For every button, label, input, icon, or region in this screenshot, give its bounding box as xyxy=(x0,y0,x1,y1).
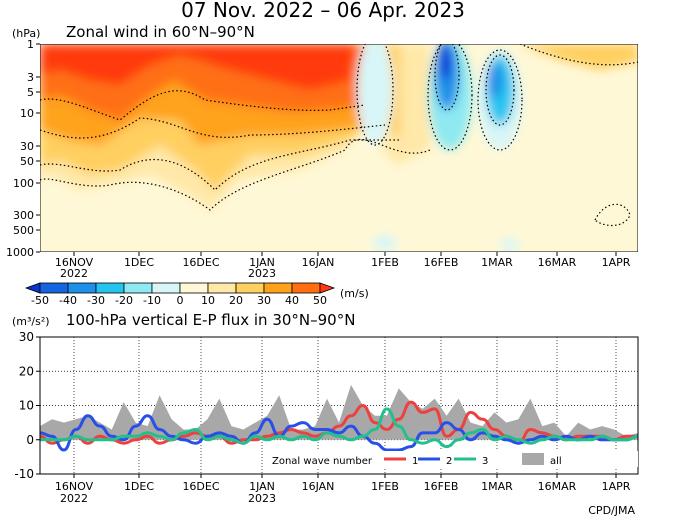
colorbar-unit: (m/s) xyxy=(340,287,369,300)
bottom-x-tick-label: 1DEC xyxy=(124,480,154,493)
bottom-y-tick-label: 0 xyxy=(26,433,34,447)
bottom-x-tick-label: 1APR xyxy=(602,480,631,493)
bottom-y-tick-label: -10 xyxy=(14,467,34,481)
series-line-wave-2 xyxy=(40,414,638,452)
colorbar-swatch xyxy=(123,282,153,294)
top-panel-title: Zonal wind in 60°N–90°N xyxy=(66,23,255,41)
bottom-panel-axes: 30 20 10 0 -10 16NOV 1DEC 16DEC 1JAN 16JAN 1FEB 16F… xyxy=(14,330,630,505)
colorbar-swatch xyxy=(95,282,125,294)
top-y-tick-label: 1000 xyxy=(6,246,34,259)
colorbar-label: 30 xyxy=(257,294,271,307)
colorbar-swatch xyxy=(235,282,265,294)
colorbar-label: 0 xyxy=(177,294,184,307)
top-y-tick-label: 30 xyxy=(20,140,34,153)
top-y-tick-label: 500 xyxy=(13,224,34,237)
top-y-tick-label: 5 xyxy=(27,86,34,99)
figure-title: 07 Nov. 2022 – 06 Apr. 2023 xyxy=(181,0,465,22)
chart-legend: Zonal wave number 1 2 3 all xyxy=(268,451,638,467)
bottom-y-tick-label: 10 xyxy=(19,399,34,413)
bottom-x-tick-label: 16NOV xyxy=(55,480,94,493)
legend-label-wave-2: 2 xyxy=(446,456,452,467)
bottom-x-tick-label: 16FEB xyxy=(424,480,459,493)
legend-label-wave-1: 1 xyxy=(412,456,418,467)
legend-label-wave-3: 3 xyxy=(482,456,488,467)
colorbar-label: -30 xyxy=(87,294,105,307)
top-x-tick-label: 16NOV xyxy=(55,256,94,269)
top-x-tick-label: 16JAN xyxy=(302,256,335,269)
colorbar-label: 20 xyxy=(229,294,243,307)
colorbar-label: 40 xyxy=(285,294,299,307)
bottom-x-tick-label: 1MAR xyxy=(481,480,513,493)
bottom-y-tick-label: 30 xyxy=(19,330,34,344)
top-year-label: 2022 xyxy=(60,267,88,280)
bottom-x-tick-label: 16DEC xyxy=(182,480,219,493)
colorbar-swatch xyxy=(291,282,321,294)
top-x-tick-label: 16MAR xyxy=(538,256,577,269)
colorbar-swatch xyxy=(319,282,336,294)
colorbar-swatch xyxy=(67,282,97,294)
top-x-tick-label: 16DEC xyxy=(182,256,219,269)
colorbar-label: 10 xyxy=(201,294,215,307)
top-panel-axes: 1 3 5 10 30 50 100 300 500 1000 16NOV 1DEC 16DEC 1JAN… xyxy=(6,38,631,280)
top-x-tick-label: 16FEB xyxy=(424,256,459,269)
series-line-wave-1 xyxy=(40,400,638,445)
footer-credit: CPD/JMA xyxy=(588,504,635,517)
top-year-label: 2023 xyxy=(248,267,276,280)
legend-swatch-all xyxy=(522,453,544,465)
colorbar-swatch xyxy=(24,282,41,294)
bottom-year-label: 2022 xyxy=(60,492,88,505)
colorbar-swatch xyxy=(39,282,69,294)
bottom-x-tick-label: 16MAR xyxy=(538,480,577,493)
series-line-wave-3 xyxy=(40,407,638,449)
bottom-panel-title: 100-hPa vertical E-P flux in 30°N–90°N xyxy=(66,311,355,329)
bottom-x-tick-label: 1JAN xyxy=(249,480,275,493)
colorbar-label: 50 xyxy=(313,294,327,307)
top-x-tick-label: 1JAN xyxy=(249,256,275,269)
top-y-tick-label: 1 xyxy=(27,38,34,51)
top-y-tick-label: 50 xyxy=(20,155,34,168)
top-x-tick-label: 1FEB xyxy=(371,256,399,269)
ep-flux-series xyxy=(40,384,638,452)
colorbar-swatch xyxy=(179,282,209,294)
top-x-tick-label: 1DEC xyxy=(124,256,154,269)
colorbar-swatch xyxy=(263,282,293,294)
top-y-tick-label: 3 xyxy=(27,71,34,84)
colorbar: -50 -40 -30 -20 -10 0 10 20 30 40 50 xyxy=(24,282,336,307)
bottom-panel-unit: (m³/s²) xyxy=(12,315,50,328)
bottom-x-tick-label: 16JAN xyxy=(302,480,335,493)
bottom-x-tick-label: 1FEB xyxy=(371,480,399,493)
zonal-wind-contour-plot xyxy=(40,44,638,252)
top-x-tick-label: 1APR xyxy=(602,256,631,269)
top-panel-unit: (hPa) xyxy=(12,27,40,40)
colorbar-label: -10 xyxy=(143,294,161,307)
colorbar-swatch xyxy=(207,282,237,294)
legend-label-all: all xyxy=(550,456,562,467)
colorbar-label: -50 xyxy=(31,294,49,307)
colorbar-swatch xyxy=(151,282,181,294)
top-y-tick-label: 300 xyxy=(13,209,34,222)
top-y-tick-label: 10 xyxy=(20,107,34,120)
legend-title: Zonal wave number xyxy=(272,456,373,467)
bottom-year-label: 2023 xyxy=(248,492,276,505)
top-y-tick-label: 100 xyxy=(13,177,34,190)
top-x-tick-label: 1MAR xyxy=(481,256,513,269)
bottom-y-tick-label: 20 xyxy=(19,364,34,378)
colorbar-label: -20 xyxy=(115,294,133,307)
colorbar-label: -40 xyxy=(59,294,77,307)
